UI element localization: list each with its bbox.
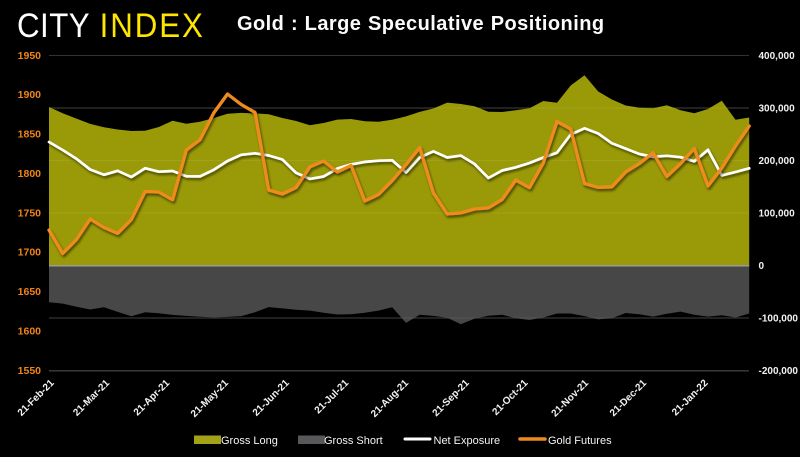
svg-text:Gross Long: Gross Long	[221, 435, 278, 447]
svg-text:21-Dec-21: 21-Dec-21	[608, 378, 649, 419]
svg-text:21-Jul-21: 21-Jul-21	[313, 378, 352, 417]
svg-text:21-Sep-21: 21-Sep-21	[431, 378, 472, 419]
svg-text:21-Jun-21: 21-Jun-21	[251, 378, 292, 419]
svg-text:1550: 1550	[18, 365, 42, 377]
svg-text:21-Jan-22: 21-Jan-22	[670, 378, 711, 419]
svg-text:-100,000: -100,000	[759, 313, 799, 324]
svg-text:1650: 1650	[18, 286, 42, 298]
svg-text:1900: 1900	[18, 89, 42, 101]
svg-text:21-May-21: 21-May-21	[189, 378, 231, 420]
svg-text:Gold Futures: Gold Futures	[548, 435, 612, 447]
svg-text:Gross Short: Gross Short	[324, 435, 383, 447]
svg-text:300,000: 300,000	[759, 103, 796, 114]
svg-text:21-Oct-21: 21-Oct-21	[490, 378, 530, 418]
svg-text:400,000: 400,000	[759, 51, 796, 62]
svg-text:Net Exposure: Net Exposure	[434, 435, 501, 447]
svg-text:0: 0	[759, 261, 765, 272]
svg-text:-200,000: -200,000	[759, 366, 799, 377]
svg-text:21-Aug-21: 21-Aug-21	[369, 378, 411, 420]
svg-text:1950: 1950	[18, 50, 42, 62]
svg-text:1600: 1600	[18, 325, 42, 337]
svg-text:1850: 1850	[18, 129, 42, 141]
svg-text:21-Feb-21: 21-Feb-21	[16, 378, 57, 419]
svg-text:21-Apr-21: 21-Apr-21	[132, 378, 173, 419]
svg-text:200,000: 200,000	[759, 156, 796, 167]
svg-text:100,000: 100,000	[759, 208, 796, 219]
svg-text:21-Nov-21: 21-Nov-21	[550, 378, 592, 420]
svg-text:1800: 1800	[18, 168, 42, 180]
svg-text:1700: 1700	[18, 247, 42, 259]
svg-text:21-Mar-21: 21-Mar-21	[71, 378, 112, 419]
svg-text:1750: 1750	[18, 207, 42, 219]
